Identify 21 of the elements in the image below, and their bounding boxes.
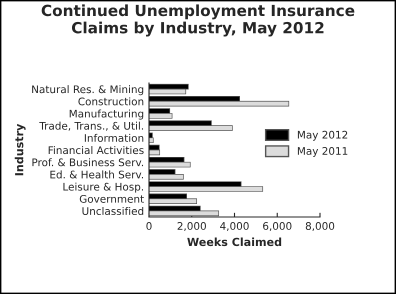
y-tick-label: Government (80, 194, 144, 203)
y-tick-label: Unclassified (82, 206, 144, 216)
y-tick-label: Construction (78, 97, 144, 106)
y-tick-label: Natural Res. & Mining (32, 85, 144, 96)
x-tick-label: 8,000 (306, 222, 334, 231)
x-axis-title: Weeks Claimed (187, 238, 282, 246)
y-tick-label: Financial Activities (48, 146, 144, 154)
y-tick-label: Ed. & Health Serv. (50, 170, 144, 178)
legend-label: May 2012 (298, 130, 348, 141)
x-tick-label: 2,000 (178, 222, 206, 231)
x-tick-label: 6,000 (263, 222, 292, 231)
legend-label: May 2011 (298, 147, 348, 157)
y-tick-label: Trade, Trans., & Util. (39, 122, 144, 131)
y-axis-title: Industry (14, 124, 26, 176)
y-tick-label: Manufacturing (70, 109, 144, 120)
y-tick-label: Information (84, 134, 144, 142)
x-tick-label: 0 (146, 222, 152, 230)
y-tick-label: Leisure & Hosp. (63, 182, 144, 193)
y-tick-label: Prof. & Business Serv. (32, 158, 144, 166)
x-tick-label: 4,000 (220, 222, 249, 231)
chart-title: Continued Unemployment Insurance Claims by Industry, May 2012 (42, 4, 354, 37)
